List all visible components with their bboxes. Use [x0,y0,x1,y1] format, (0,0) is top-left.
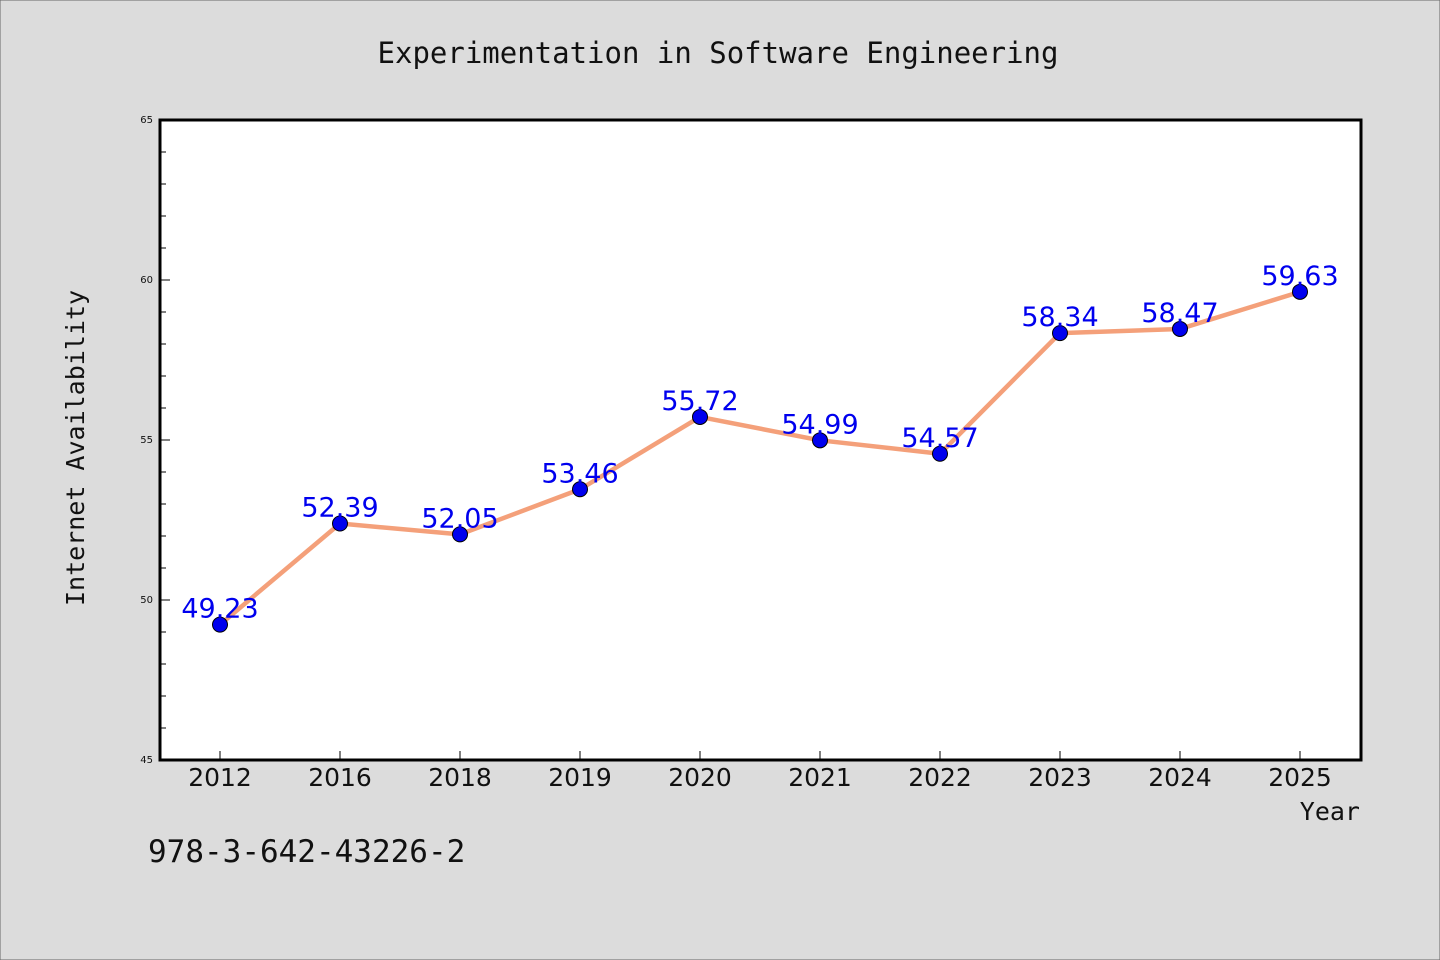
y-axis-label: Internet Availability [61,290,90,606]
y-tick-label: 60 [140,275,153,286]
data-label: 53.46 [541,458,618,489]
data-label: 49.23 [181,594,258,625]
series-line [217,289,1303,627]
data-point [572,481,588,498]
y-tick-label: 65 [140,115,153,126]
x-tick-label: 2021 [788,763,852,792]
x-tick-label: 2024 [1148,763,1212,792]
data-label: 54.99 [781,409,858,440]
data-label: 58.47 [1141,298,1218,329]
y-tick-label: 55 [140,435,153,446]
plot-area [158,118,1363,762]
data-point [332,515,348,532]
data-point [212,616,228,633]
x-tick-label: 2022 [908,763,972,792]
y-axis-ticks: 45 50 55 60 65 [140,115,170,766]
data-label: 52.05 [421,503,498,534]
x-tick-label: 2020 [668,763,732,792]
data-point [1172,320,1188,337]
data-point [692,408,708,425]
data-point [1292,283,1308,300]
data-point [932,445,948,462]
x-tick-label: 2025 [1268,763,1332,792]
data-label: 58.34 [1021,302,1098,333]
y-tick-label: 50 [140,595,153,606]
data-label: 55.72 [661,386,738,417]
x-tick-label: 2019 [548,763,612,792]
data-labels: 49.23 52.39 52.05 53.46 55.72 54.99 54.57 58.34… [181,261,1338,625]
x-tick-label: 2023 [1028,763,1092,792]
x-tick-label: 2012 [188,763,252,792]
data-label: 59.63 [1261,261,1338,292]
data-point [1052,325,1068,342]
isbn-label: 978-3-642-43226-2 [148,834,466,870]
data-point [452,526,468,543]
chart-title: Experimentation in Software Engineering [378,36,1059,70]
data-label: 54.57 [901,423,978,454]
x-axis-label: Year [1300,797,1360,826]
x-tick-label: 2018 [428,763,492,792]
x-tick-label: 2016 [308,763,372,792]
series-markers [212,283,1308,633]
y-tick-label: 45 [140,755,153,766]
data-point [812,432,828,449]
data-label: 52.39 [301,493,378,524]
x-axis-ticks: 2012 2016 2018 2019 2020 2021 2022 2023 2024 2025 [188,751,1332,792]
